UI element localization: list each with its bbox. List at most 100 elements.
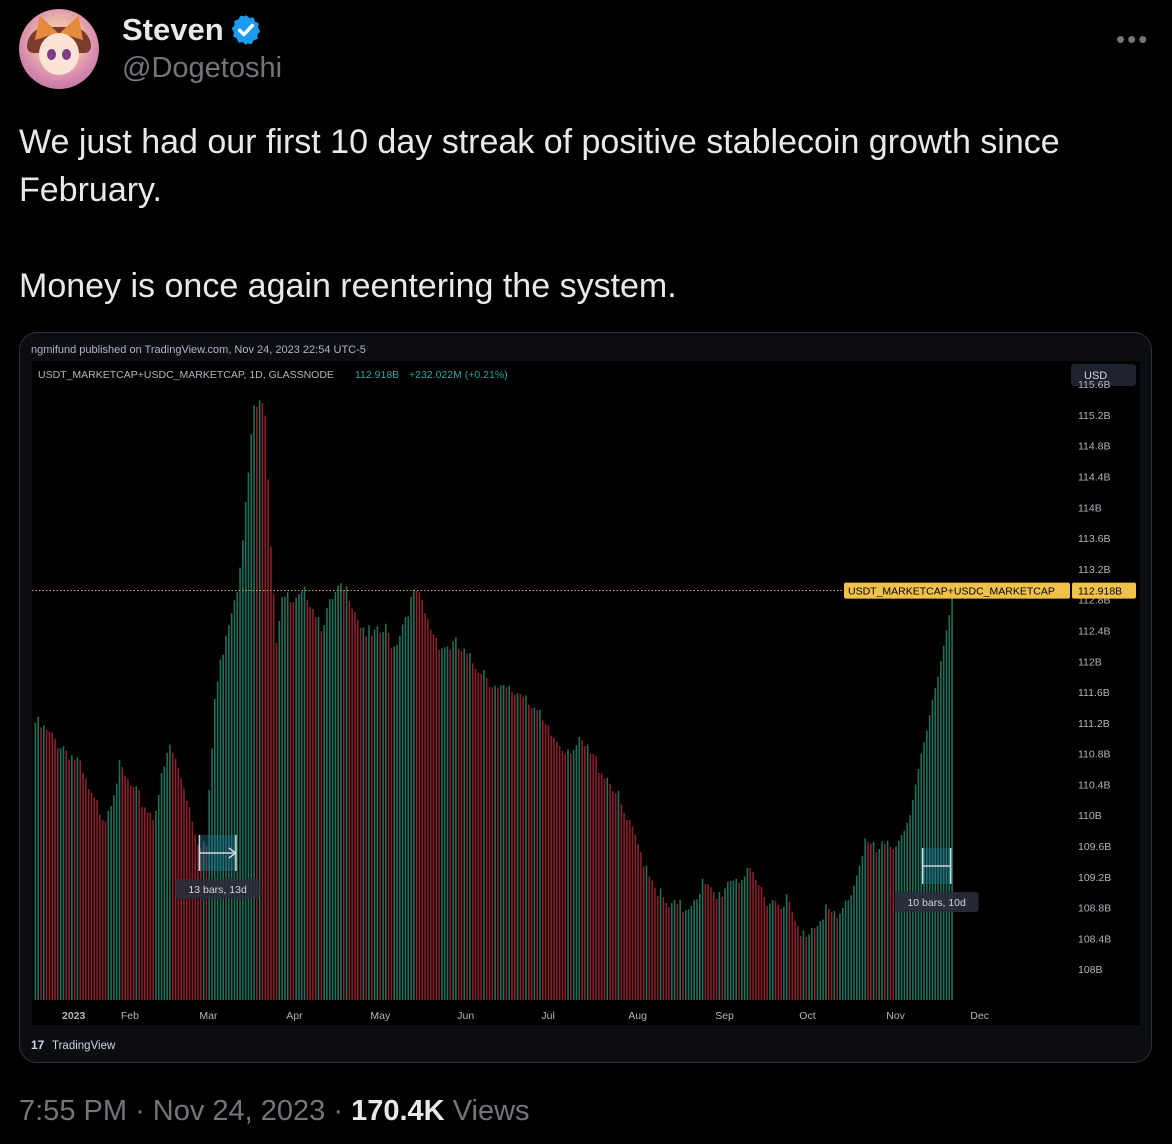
bar <box>292 602 295 1000</box>
bar <box>833 911 836 1000</box>
bar <box>519 693 522 1000</box>
bar <box>480 673 482 1000</box>
bar <box>595 755 597 1000</box>
bar <box>214 698 216 1000</box>
bar <box>825 904 827 1000</box>
bar <box>96 799 98 1000</box>
bar <box>469 653 471 1000</box>
bar <box>155 810 157 1000</box>
bar <box>799 935 802 1000</box>
bar <box>536 710 538 1000</box>
bar <box>564 753 567 1000</box>
views-count: 170.4K <box>351 1095 445 1127</box>
bar <box>124 775 126 1000</box>
change-text: +232.022M (+0.21%) <box>409 369 508 381</box>
bar <box>326 607 328 1000</box>
bar <box>578 736 581 1000</box>
bar <box>662 897 665 1000</box>
bar <box>690 905 693 1000</box>
bar <box>816 926 819 1000</box>
bar <box>309 606 311 1000</box>
x-tick-label: Aug <box>628 1010 647 1022</box>
bar <box>264 415 267 1000</box>
y-tick-label: 109.6B <box>1078 841 1111 853</box>
bar <box>455 637 457 1000</box>
bar <box>645 865 648 1000</box>
bar <box>118 759 121 1000</box>
symbol-text: USDT_MARKETCAP+USDC_MARKETCAP, 1D, GLASS… <box>38 369 334 381</box>
chart-card[interactable]: ngmifund published on TradingView.com, N… <box>19 332 1152 1063</box>
y-tick-label: 113.2B <box>1078 564 1111 576</box>
y-tick-label: 110.4B <box>1078 779 1111 791</box>
tweet-date[interactable]: Nov 24, 2023 <box>152 1095 326 1127</box>
bar <box>631 826 634 1000</box>
y-tick-label: 114.8B <box>1078 441 1111 453</box>
bar <box>278 620 281 1000</box>
bar <box>682 911 684 1000</box>
author-handle[interactable]: @Dogetoshi <box>122 52 283 84</box>
bar <box>701 878 704 1000</box>
bar <box>90 792 93 1000</box>
bar <box>485 677 488 1000</box>
bar <box>544 724 547 1000</box>
bar <box>547 725 550 1000</box>
bar <box>727 881 729 1000</box>
bar <box>270 546 272 1000</box>
avatar[interactable] <box>19 9 99 89</box>
bar <box>407 616 410 1000</box>
bar <box>539 710 541 1000</box>
bar <box>129 785 132 1000</box>
bar <box>903 830 906 1000</box>
bar <box>368 625 370 1000</box>
bar <box>295 597 297 1000</box>
more-horizontal-icon[interactable]: ••• <box>1116 24 1150 54</box>
bar <box>676 903 679 1000</box>
bar <box>452 641 454 1000</box>
bar <box>819 921 822 1000</box>
bar <box>732 880 735 1000</box>
bar <box>698 893 701 1000</box>
bar <box>68 759 70 1000</box>
x-tick-label: May <box>370 1010 391 1022</box>
bar <box>233 600 236 1000</box>
bar <box>441 648 443 1000</box>
y-tick-label: 108B <box>1078 964 1103 976</box>
bar <box>785 894 788 1000</box>
bar <box>149 812 152 1000</box>
tweet-meta: 7:55 PM · Nov 24, 2023 · 170.4K Views <box>19 1095 530 1127</box>
bar <box>219 659 222 1000</box>
bar <box>654 887 656 1000</box>
bar <box>637 843 639 1000</box>
bar <box>258 400 261 1000</box>
bar <box>127 779 129 1000</box>
bar <box>755 880 757 1000</box>
bar <box>665 903 667 1000</box>
currency-button[interactable] <box>1071 364 1136 386</box>
bar-series <box>34 400 953 1001</box>
bar <box>236 591 239 1000</box>
bar <box>811 927 813 1000</box>
bar <box>530 707 533 1000</box>
bar <box>707 884 709 1000</box>
bar <box>502 685 505 1000</box>
bar <box>567 749 569 1000</box>
bar <box>379 632 382 1000</box>
author-name[interactable]: Steven <box>122 12 224 47</box>
watermark-text: TradingView <box>52 1040 116 1052</box>
bar <box>331 599 334 1000</box>
y-tick-label: 108.8B <box>1078 903 1111 915</box>
bar <box>928 715 931 1000</box>
bar <box>342 590 345 1000</box>
bar <box>334 591 337 1000</box>
bar <box>783 906 785 1000</box>
currency-label: USD <box>1084 370 1107 382</box>
bar <box>561 750 564 1000</box>
bar <box>79 760 82 1000</box>
tweet-time[interactable]: 7:55 PM <box>19 1095 127 1127</box>
avatar-eye-right <box>62 49 71 60</box>
bar <box>827 908 830 1000</box>
bar <box>780 908 782 1000</box>
bar <box>766 905 768 1000</box>
bar <box>861 856 864 1000</box>
bar <box>898 840 900 1000</box>
